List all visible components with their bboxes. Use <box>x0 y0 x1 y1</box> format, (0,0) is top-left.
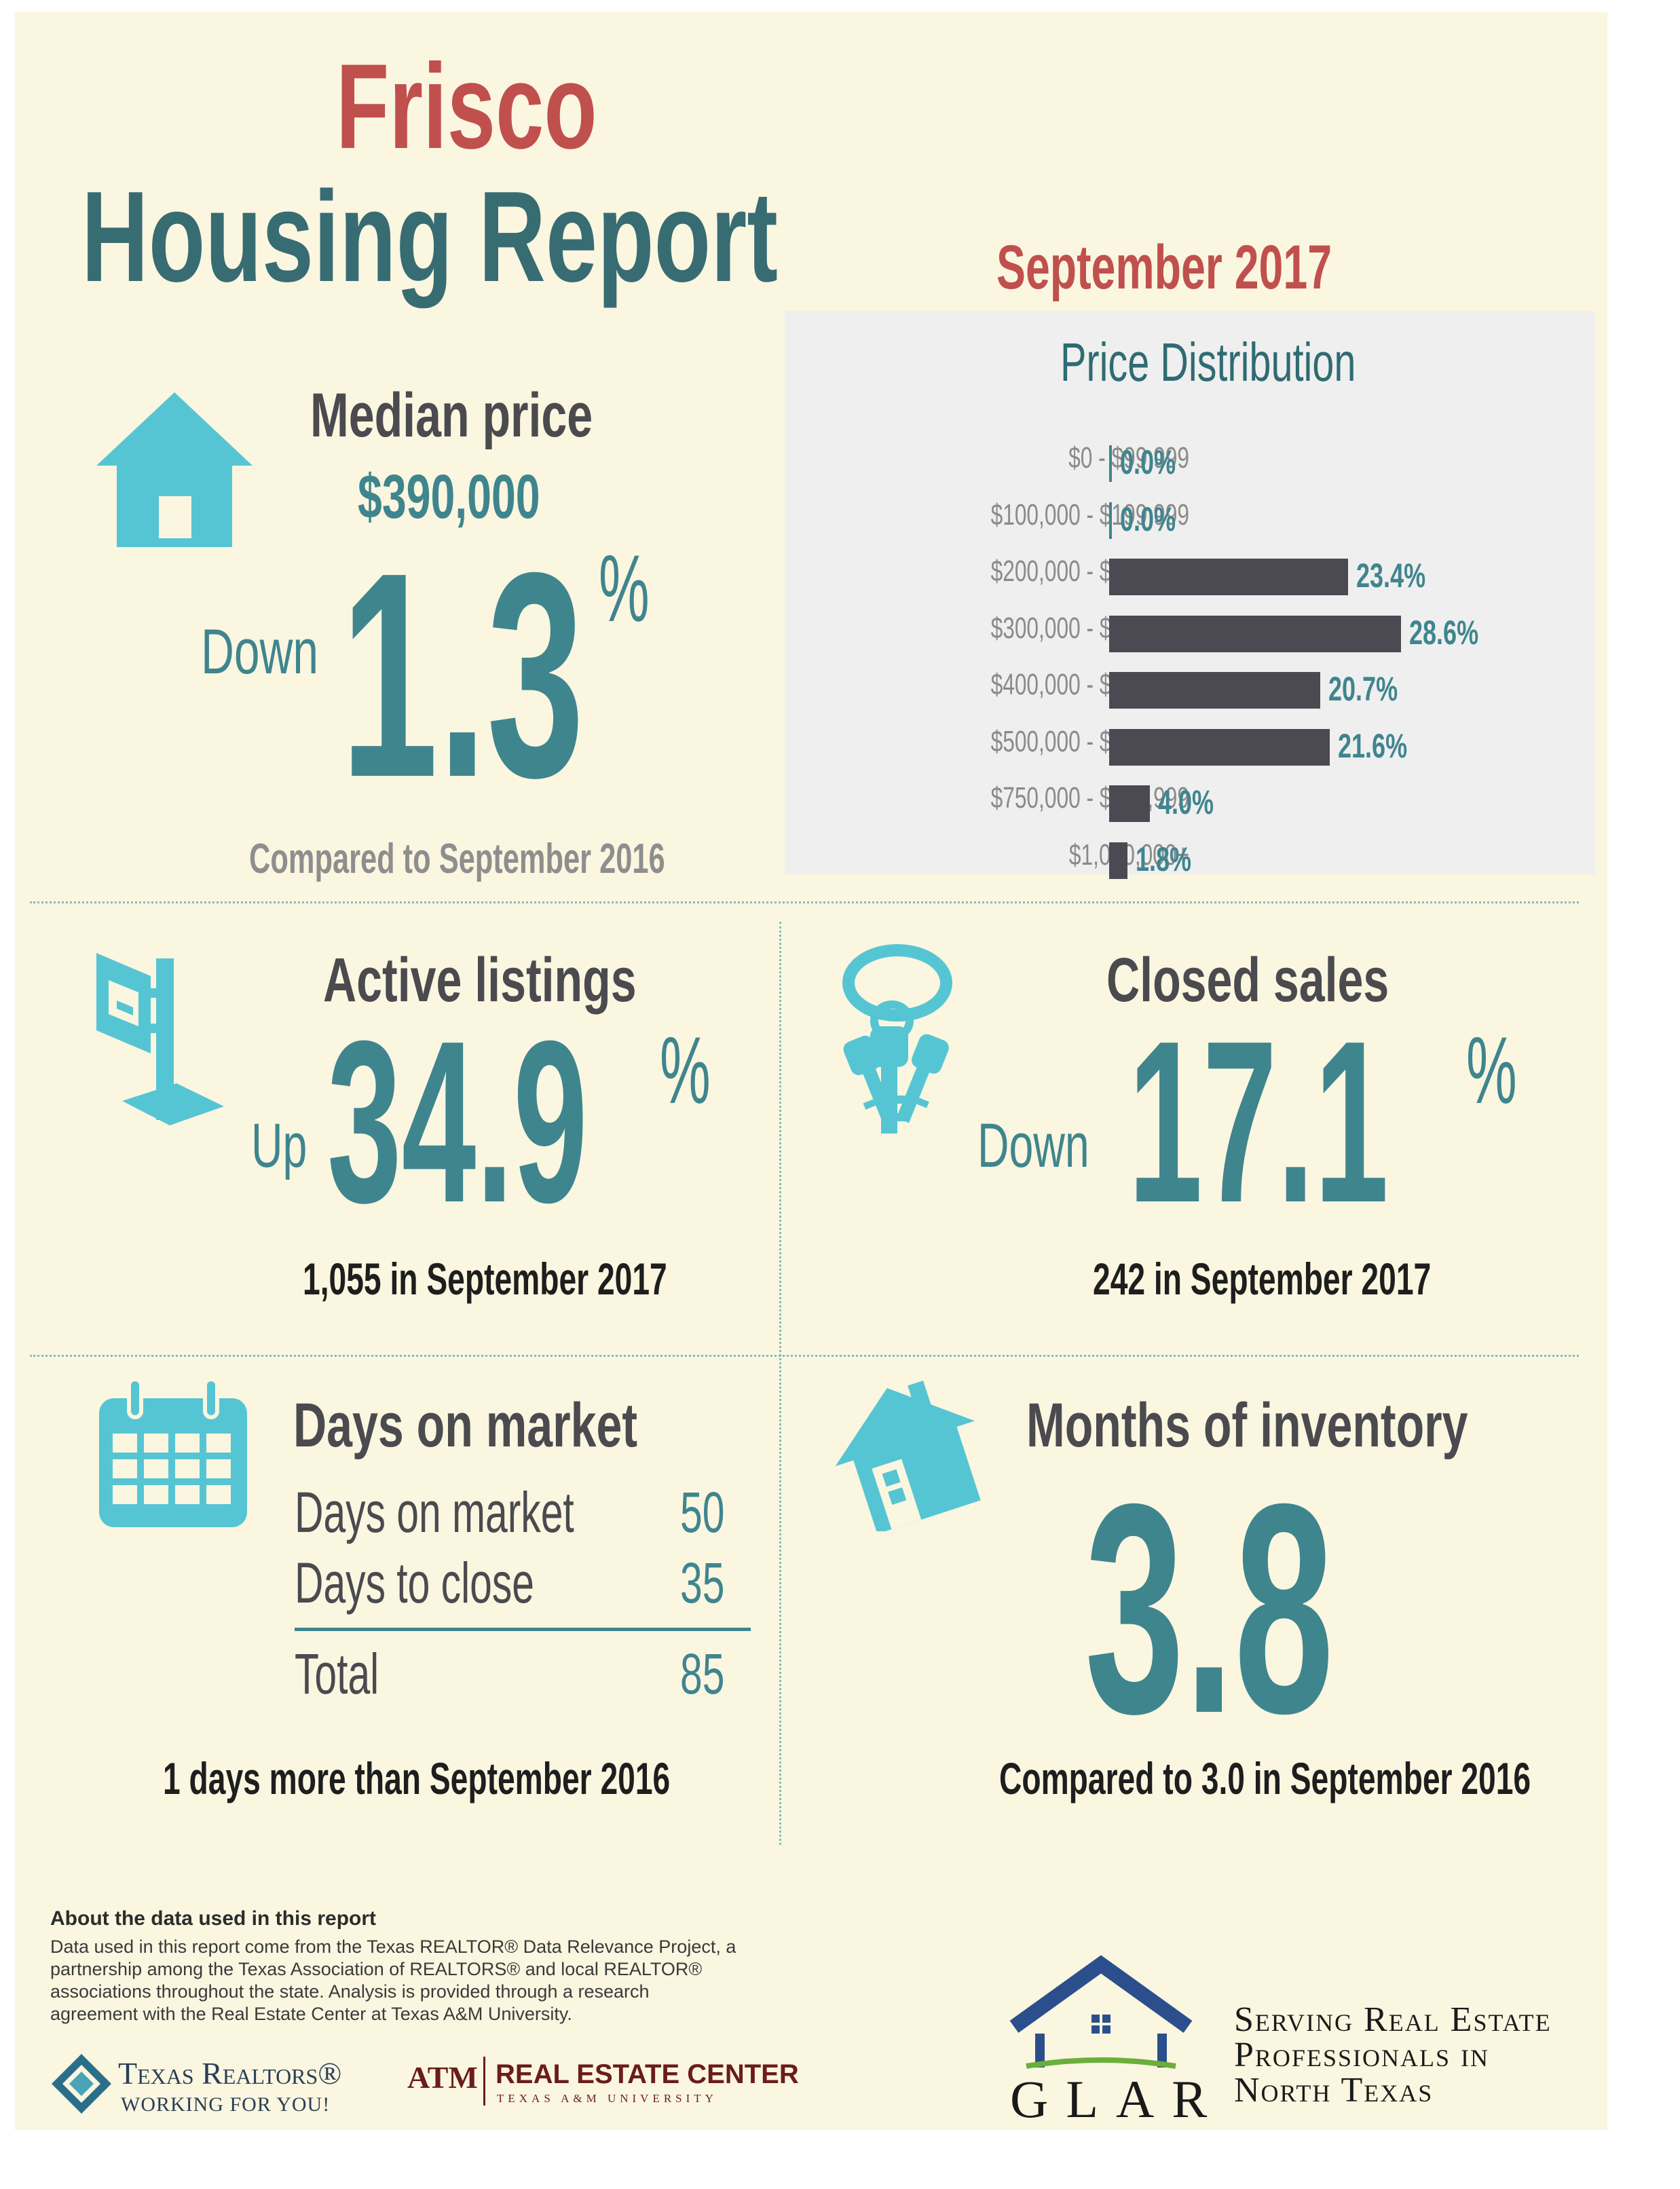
report-period: September 2017 <box>996 233 1332 302</box>
rec-name: REAL ESTATE CENTER <box>496 2059 799 2089</box>
median-note: Compared to September 2016 <box>249 836 665 882</box>
price-distribution-value: 1.8% <box>1136 840 1192 878</box>
total-row-label: Total <box>295 1642 379 1706</box>
about-title: About the data used in this report <box>50 1907 377 1930</box>
price-distribution-title: Price Distribution <box>1060 332 1356 392</box>
glar-wordmark: GLAR <box>1010 2070 1225 2129</box>
about-line: associations throughout the state. Analy… <box>50 1981 650 2002</box>
dom-note: 1 days more than September 2016 <box>163 1753 671 1803</box>
glar-tagline-line: North Texas <box>1234 2071 1434 2110</box>
median-pct: % <box>599 535 650 641</box>
price-range-label: $100,000 - $199,999 <box>990 498 1189 531</box>
texas-realtors-tagline: WORKING FOR YOU! <box>121 2093 331 2116</box>
price-distribution-bar <box>1109 445 1112 482</box>
median-direction: Down <box>201 616 319 687</box>
active-listings-label: Active listings <box>323 946 637 1015</box>
closed-sales-label: Closed sales <box>1106 946 1389 1015</box>
price-distribution-value: 0.0% <box>1120 500 1176 538</box>
price-range-label: $1,000,000+ <box>1068 838 1189 872</box>
median-price-value: $390,000 <box>358 462 540 531</box>
active-pct: % <box>660 1017 711 1123</box>
divider-vertical <box>779 922 781 1845</box>
keys-icon <box>842 944 952 1134</box>
about-line: agreement with the Real Estate Center at… <box>50 2004 572 2024</box>
closed-pct: % <box>1466 1017 1517 1123</box>
closed-direction: Down <box>977 1111 1089 1180</box>
rec-subtitle: TEXAS A&M UNIVERSITY <box>497 2092 717 2105</box>
median-change: 1.3 <box>341 512 584 838</box>
active-direction: Up <box>251 1111 307 1180</box>
report-title: Housing Report <box>81 165 778 309</box>
price-distribution-bar <box>1109 842 1128 879</box>
closed-note: 242 in September 2017 <box>1093 1254 1432 1304</box>
price-distribution-value: 23.4% <box>1356 557 1425 595</box>
price-distribution-bar <box>1109 728 1330 766</box>
for-sale-sign-icon <box>96 953 224 1125</box>
city-title: Frisco <box>336 39 597 174</box>
glar-house-logo-icon <box>1009 1955 1193 2069</box>
texas-realtors-name: Texas Realtors® <box>118 2056 342 2091</box>
about-line: Data used in this report come from the T… <box>50 1937 736 1957</box>
texas-realtors-logo-icon <box>52 2054 111 2114</box>
dom-row-label: Days on market <box>295 1480 574 1544</box>
price-distribution-value: 4.0% <box>1158 783 1214 821</box>
active-note: 1,055 in September 2017 <box>303 1254 667 1304</box>
price-distribution-bar <box>1109 785 1151 822</box>
active-change: 34.9 <box>327 993 588 1251</box>
median-price-label: Median price <box>310 381 593 450</box>
glar-tagline-line: Professionals in <box>1234 2036 1489 2074</box>
price-distribution-value: 20.7% <box>1328 670 1398 708</box>
dom-row-value: 50 <box>680 1480 725 1544</box>
atm-mark-icon: ATM <box>407 2060 478 2095</box>
months-inventory-note: Compared to 3.0 in September 2016 <box>999 1753 1531 1803</box>
price-distribution-value: 21.6% <box>1337 726 1407 765</box>
total-row-value: 85 <box>680 1642 725 1706</box>
rec-divider <box>483 2057 485 2106</box>
divider-horizontal <box>30 901 1579 903</box>
dtc-row-label: Days to close <box>295 1551 534 1615</box>
divider-horizontal <box>30 1355 1579 1357</box>
about-line: partnership among the Texas Association … <box>50 1959 703 1979</box>
house-tilted-icon <box>835 1380 981 1531</box>
months-inventory-value: 3.8 <box>1085 1442 1334 1776</box>
house-icon <box>96 392 253 547</box>
price-range-label: $750,000 - $999,999 <box>990 781 1189 815</box>
price-distribution-value: 0.0% <box>1120 443 1176 481</box>
closed-change: 17.1 <box>1128 993 1389 1251</box>
calendar-icon <box>99 1377 247 1527</box>
total-rule <box>295 1628 751 1631</box>
price-distribution-bar <box>1109 502 1112 539</box>
dtc-row-value: 35 <box>680 1551 725 1615</box>
price-distribution-value: 28.6% <box>1409 613 1479 652</box>
months-inventory-label: Months of inventory <box>1026 1391 1468 1460</box>
price-distribution-bar <box>1109 672 1321 709</box>
days-on-market-title: Days on market <box>293 1391 638 1460</box>
price-range-label: $0 - $99,999 <box>1068 441 1189 474</box>
report-page: Frisco Housing Report September 2017 Med… <box>15 12 1607 2130</box>
price-distribution-bar <box>1109 615 1401 652</box>
price-distribution-bar <box>1109 559 1348 595</box>
glar-tagline-line: Serving Real Estate <box>1234 2000 1552 2039</box>
